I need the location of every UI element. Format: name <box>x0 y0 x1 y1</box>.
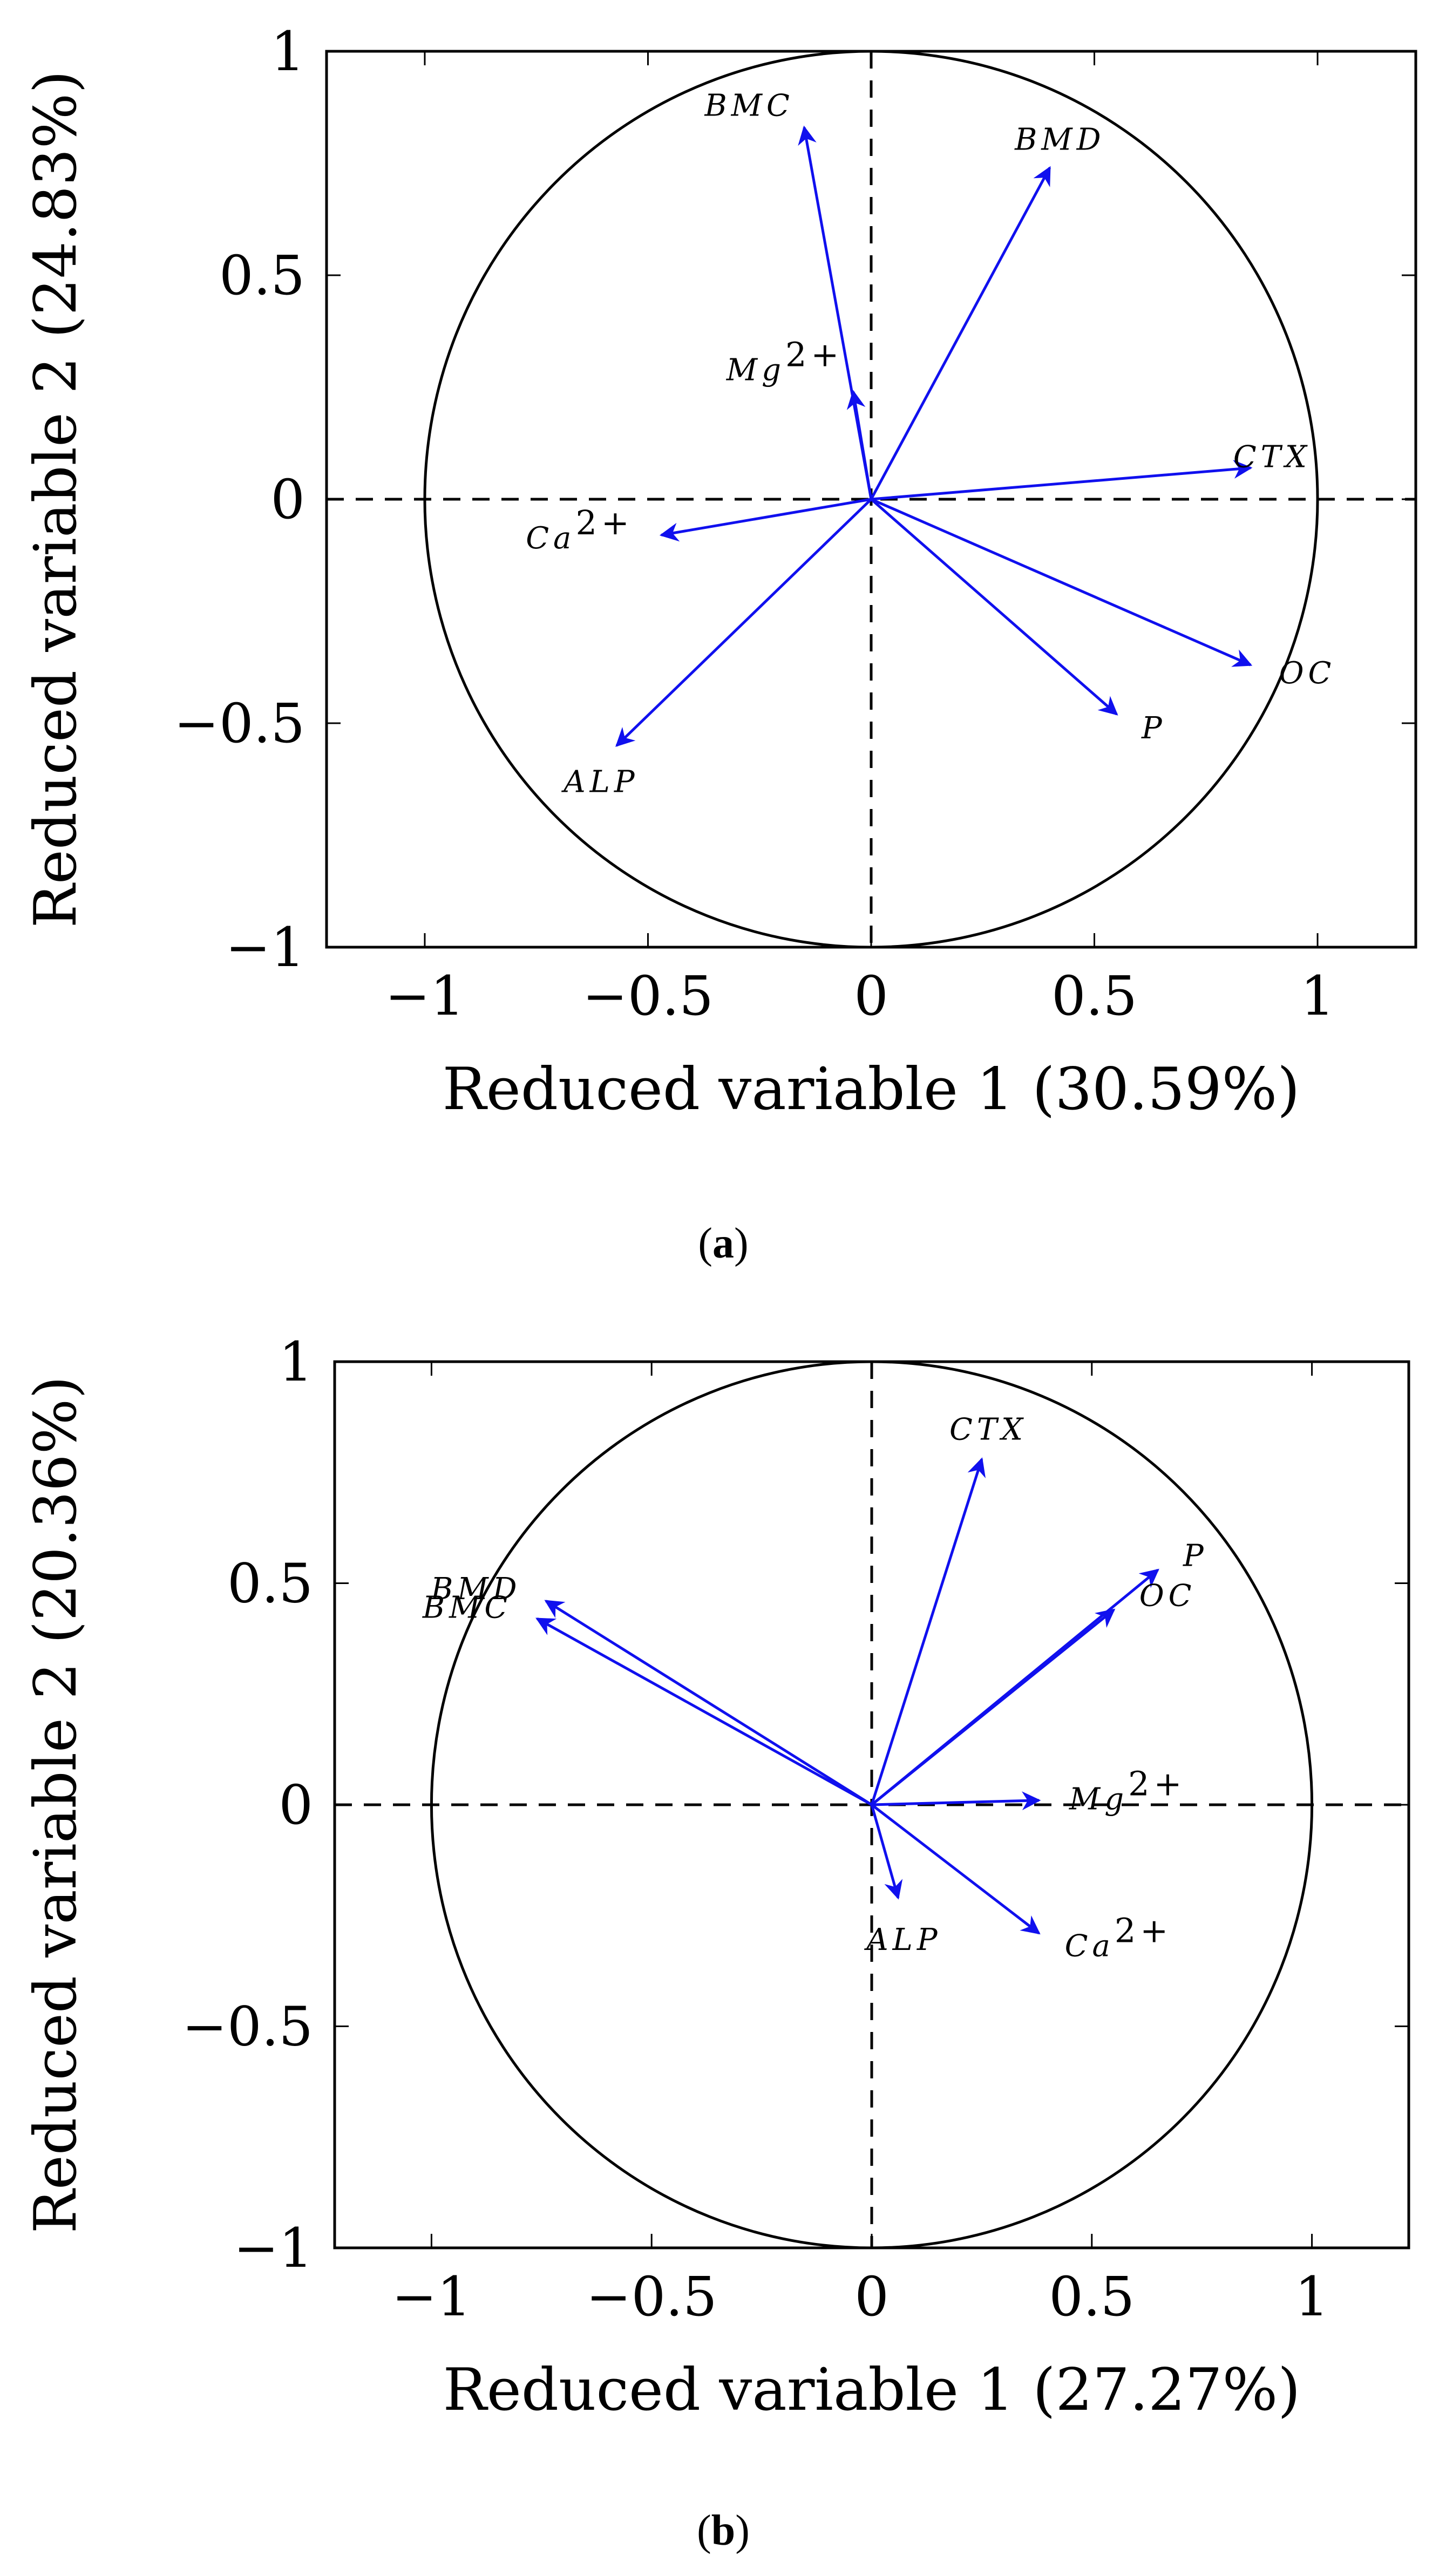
y-tick-label: 0.5 <box>219 244 305 307</box>
y-tick-label: 0 <box>270 468 305 531</box>
y-tick-label: −0.5 <box>174 692 305 755</box>
vector-label-bmc: BMC <box>422 1591 512 1626</box>
x-tick-label: 0 <box>854 2265 889 2328</box>
x-axis-title: Reduced variable 1 (30.59%) <box>443 1056 1300 1123</box>
y-axis-title: Reduced variable 2 (24.83%) <box>22 71 90 928</box>
vector-label-alp: ALP <box>864 1922 941 1958</box>
x-tick-label: 0.5 <box>1051 964 1137 1028</box>
y-tick-label: 0.5 <box>227 1552 313 1615</box>
y-tick-label: 0 <box>279 1773 313 1837</box>
vector-arrow-bmd <box>870 166 1051 500</box>
x-tick-label: −0.5 <box>586 2265 717 2328</box>
x-tick-label: 0 <box>854 964 888 1028</box>
y-tick-label: 1 <box>270 20 305 83</box>
vector-label-oc: OC <box>1279 656 1336 691</box>
x-tick-label: 1 <box>1295 2265 1329 2328</box>
vector-label-oc: OC <box>1139 1579 1196 1614</box>
vector-label-p: P <box>1141 711 1166 746</box>
x-axis-title: Reduced variable 1 (27.27%) <box>443 2356 1301 2424</box>
vector-label-bmd: BMD <box>430 1572 521 1607</box>
vector-label-ca2plus: Ca2+ <box>1065 1911 1173 1963</box>
vector-arrow-ca2plus <box>871 1804 1041 1935</box>
vector-label-mg2plus: Mg2+ <box>1069 1764 1186 1817</box>
vector-label-ctx: CTX <box>1233 440 1311 475</box>
x-tick-label: −0.5 <box>582 964 714 1028</box>
vector-arrow-oc <box>871 1608 1116 1806</box>
x-tick-label: −1 <box>385 964 464 1028</box>
vector-arrow-mg2plus <box>846 390 873 500</box>
vector-label-ca2plus: Ca2+ <box>526 503 634 556</box>
vector-label-bmd: BMD <box>1014 123 1105 158</box>
vector-label-bmc: BMC <box>704 89 794 124</box>
vector-arrow-bmc <box>535 1617 873 1806</box>
vector-arrow-ctx <box>870 1457 986 1805</box>
panel-a: −1 −0.5 0 0.5 1 −1 −0.5 0 0.5 1 BMC BMD Mg2+ CTX Ca2+ O… <box>22 20 1417 1267</box>
y-tick-label: −1 <box>234 2217 313 2280</box>
vector-arrow-ca2plus <box>659 498 872 542</box>
y-tick-label: −0.5 <box>182 1995 313 2058</box>
vector-arrow-p <box>870 498 1118 716</box>
vector-arrow-ctx <box>871 460 1253 501</box>
unit-circle <box>430 1360 1314 2249</box>
unit-circle <box>423 50 1319 949</box>
vector-label-p: P <box>1183 1538 1208 1573</box>
vector-arrow-oc <box>870 498 1253 667</box>
vector-arrow-alp <box>615 498 872 747</box>
x-tick-label: 1 <box>1300 964 1335 1028</box>
x-tick-label: 0.5 <box>1049 2265 1135 2328</box>
vector-label-alp: ALP <box>561 764 639 799</box>
vector-label-mg2plus: Mg2+ <box>726 335 844 388</box>
vector-arrow-mg2plus <box>871 1791 1041 1811</box>
y-axis-title: Reduced variable 2 (20.36%) <box>22 1376 90 2234</box>
vector-arrow-bmd <box>544 1600 873 1806</box>
vector-arrow-alp <box>870 1804 903 1900</box>
y-tick-label: −1 <box>226 916 305 979</box>
vector-label-ctx: CTX <box>949 1412 1027 1447</box>
x-tick-label: −1 <box>392 2265 471 2328</box>
panel-caption: (b) <box>697 2507 750 2554</box>
y-tick-label: 1 <box>279 1330 313 1394</box>
panel-caption: (a) <box>698 1220 748 1267</box>
